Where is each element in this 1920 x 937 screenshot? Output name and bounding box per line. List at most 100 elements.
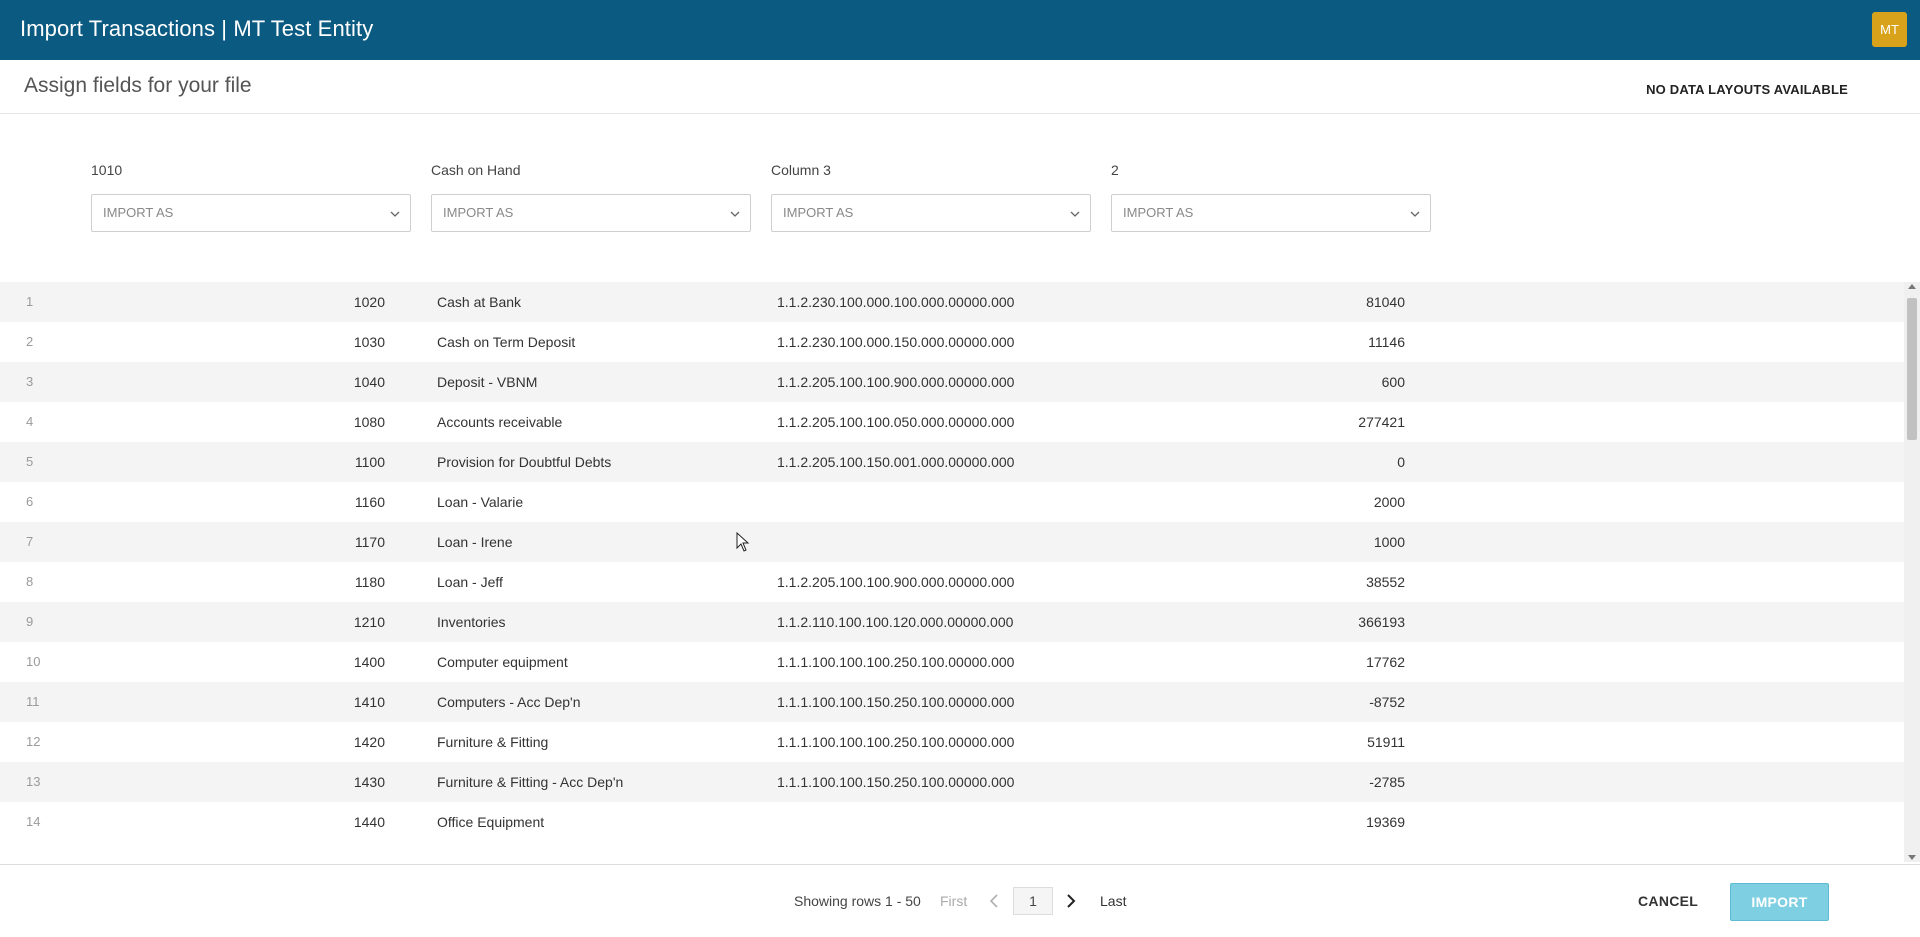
account-name-cell: Loan - Valarie [437, 494, 524, 510]
top-bar: Import Transactions | MT Test Entity MT [0, 0, 1920, 60]
account-code-cell: 1180 [354, 574, 385, 590]
cancel-button[interactable]: CANCEL [1638, 893, 1699, 909]
amount-cell: 0 [1397, 454, 1405, 470]
table-row: 2 1030 Cash on Term Deposit 1.1.2.230.10… [0, 322, 1904, 362]
row-number: 12 [26, 734, 41, 749]
row-number: 13 [26, 774, 41, 789]
amount-cell: 81040 [1366, 294, 1405, 310]
account-code-cell: 1420 [353, 734, 385, 750]
rows-info: Showing rows 1 - 50 [794, 893, 921, 909]
row-number: 7 [26, 534, 34, 549]
row-number: 10 [26, 654, 41, 669]
account-code-cell: 1100 [354, 454, 385, 470]
import-as-select[interactable]: IMPORT AS [1111, 194, 1431, 232]
import-as-select[interactable]: IMPORT AS [771, 194, 1091, 232]
row-number: 5 [26, 454, 34, 469]
account-name-cell: Furniture & Fitting - Acc Dep'n [437, 774, 624, 790]
account-code-cell: 1020 [353, 294, 385, 310]
row-number: 11 [26, 694, 40, 709]
scroll-up-arrow-icon[interactable] [1908, 284, 1916, 289]
data-layouts-status: NO DATA LAYOUTS AVAILABLE [1646, 82, 1848, 97]
mapping-column-label: Column 3 [771, 162, 831, 178]
account-code-cell: 1430 [353, 774, 385, 790]
table-row: 8 1180 Loan - Jeff 1.1.2.205.100.100.900… [0, 562, 1904, 602]
table-row: 1 1020 Cash at Bank 1.1.2.230.100.000.10… [0, 282, 1904, 322]
row-number: 2 [26, 334, 34, 349]
footer-bar: Showing rows 1 - 50 First 1 Last CANCEL … [0, 864, 1920, 937]
account-string-cell: 1.1.1.100.100.150.250.100.00000.000 [777, 694, 1015, 710]
mapping-column-label: Cash on Hand [431, 162, 521, 178]
account-name-cell: Deposit - VBNM [437, 374, 538, 390]
import-as-placeholder: IMPORT AS [103, 205, 174, 220]
avatar[interactable]: MT [1872, 12, 1907, 47]
last-page-link[interactable]: Last [1100, 893, 1127, 909]
amount-cell: 17762 [1366, 654, 1405, 670]
current-page-input[interactable]: 1 [1013, 887, 1053, 915]
chevron-down-icon [1070, 211, 1080, 217]
amount-cell: 2000 [1373, 494, 1405, 510]
sub-header: Assign fields for your file NO DATA LAYO… [0, 60, 1920, 114]
account-name-cell: Accounts receivable [437, 414, 563, 430]
grid-scrollbar[interactable] [1904, 282, 1920, 862]
account-code-cell: 1040 [353, 374, 385, 390]
table-row: 14 1440 Office Equipment 19369 [0, 802, 1904, 842]
account-name-cell: Inventories [437, 614, 506, 630]
mapping-column-label: 2 [1111, 162, 1119, 178]
table-row: 10 1400 Computer equipment 1.1.1.100.100… [0, 642, 1904, 682]
row-number: 3 [26, 374, 34, 389]
scroll-down-arrow-icon[interactable] [1908, 855, 1916, 860]
mapping-column-3: Column 3 IMPORT AS [771, 160, 1091, 232]
amount-cell: 38552 [1366, 574, 1405, 590]
account-string-cell: 1.1.2.110.100.100.120.000.00000.000 [777, 614, 1014, 630]
table-row: 5 1100 Provision for Doubtful Debts 1.1.… [0, 442, 1904, 482]
chevron-right-icon[interactable] [1063, 893, 1079, 909]
row-number: 1 [26, 294, 34, 309]
row-number: 9 [26, 614, 34, 629]
import-as-placeholder: IMPORT AS [443, 205, 514, 220]
import-as-placeholder: IMPORT AS [1123, 205, 1194, 220]
table-row: 3 1040 Deposit - VBNM 1.1.2.205.100.100.… [0, 362, 1904, 402]
table-row: 11 1410 Computers - Acc Dep'n 1.1.1.100.… [0, 682, 1904, 722]
account-string-cell: 1.1.2.205.100.100.900.000.00000.000 [777, 574, 1015, 590]
table-row: 6 1160 Loan - Valarie 2000 [0, 482, 1904, 522]
account-name-cell: Cash on Term Deposit [437, 334, 576, 350]
row-number: 8 [26, 574, 34, 589]
chevron-left-icon[interactable] [987, 893, 1003, 909]
amount-cell: 277421 [1358, 414, 1405, 430]
account-name-cell: Computers - Acc Dep'n [437, 694, 581, 710]
account-code-cell: 1160 [354, 494, 385, 510]
import-as-select[interactable]: IMPORT AS [91, 194, 411, 232]
account-name-cell: Provision for Doubtful Debts [437, 454, 612, 470]
amount-cell: -2785 [1369, 774, 1405, 790]
amount-cell: 1000 [1373, 534, 1405, 550]
import-as-placeholder: IMPORT AS [783, 205, 854, 220]
mapping-column-2: Cash on Hand IMPORT AS [431, 160, 751, 232]
table-row: 4 1080 Accounts receivable 1.1.2.205.100… [0, 402, 1904, 442]
import-button[interactable]: IMPORT [1730, 883, 1829, 921]
mouse-pointer-icon [736, 532, 750, 552]
account-string-cell: 1.1.2.205.100.100.900.000.00000.000 [777, 374, 1015, 390]
account-string-cell: 1.1.2.205.100.150.001.000.00000.000 [777, 454, 1015, 470]
account-code-cell: 1030 [353, 334, 385, 350]
table-row: 9 1210 Inventories 1.1.2.110.100.100.120… [0, 602, 1904, 642]
chevron-down-icon [390, 211, 400, 217]
account-name-cell: Computer equipment [437, 654, 568, 670]
account-code-cell: 1410 [353, 694, 385, 710]
import-as-select[interactable]: IMPORT AS [431, 194, 751, 232]
account-string-cell: 1.1.2.205.100.100.050.000.00000.000 [777, 414, 1015, 430]
account-name-cell: Cash at Bank [437, 294, 522, 310]
amount-cell: 19369 [1366, 814, 1405, 830]
amount-cell: 11146 [1368, 334, 1405, 350]
account-code-cell: 1210 [353, 614, 385, 630]
page-title: Import Transactions | MT Test Entity [20, 16, 374, 41]
amount-cell: 51911 [1367, 734, 1405, 750]
chevron-down-icon [1410, 211, 1420, 217]
first-page-link[interactable]: First [940, 893, 968, 909]
data-preview-grid: 1 1020 Cash at Bank 1.1.2.230.100.000.10… [0, 282, 1904, 862]
amount-cell: -8752 [1369, 694, 1405, 710]
table-row: 7 1170 Loan - Irene 1000 [0, 522, 1904, 562]
scrollbar-thumb[interactable] [1907, 298, 1917, 440]
account-name-cell: Loan - Jeff [437, 574, 503, 590]
account-code-cell: 1440 [353, 814, 385, 830]
row-number: 14 [26, 814, 41, 829]
